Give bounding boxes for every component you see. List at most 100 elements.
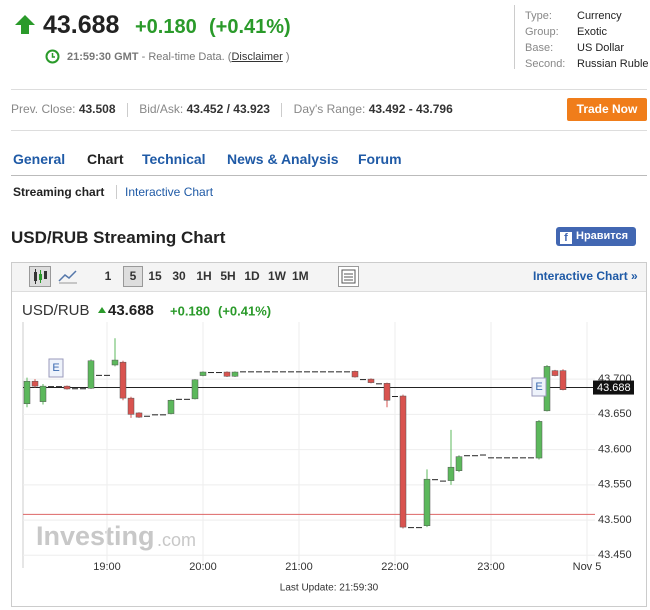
tab[interactable]: Technical	[142, 151, 206, 167]
candle-body	[344, 371, 350, 373]
tab[interactable]: Forum	[358, 151, 402, 167]
x-tick-label: 19:00	[93, 561, 121, 573]
candle-body	[208, 372, 214, 374]
candle-body	[191, 379, 199, 400]
range: 43.492 - 43.796	[368, 102, 453, 116]
interval[interactable]: 1	[104, 269, 112, 283]
info-label: Second:	[525, 58, 566, 70]
x-tick-label: 23:00	[477, 561, 505, 573]
candle-body	[48, 386, 54, 388]
candle-body	[328, 371, 334, 373]
candle-body	[559, 370, 567, 390]
y-tick-label: 43.650	[598, 408, 632, 420]
info-value: Exotic	[577, 26, 607, 38]
candle-body	[223, 371, 231, 377]
candle-body	[39, 385, 47, 402]
interval[interactable]: 1M	[292, 269, 309, 283]
candle-body	[80, 388, 86, 390]
candle-body	[504, 457, 510, 459]
info-label: Type:	[525, 10, 552, 22]
like-text: Нравится	[576, 230, 629, 242]
up-triangle	[98, 307, 106, 313]
candle-body	[152, 414, 158, 416]
candle-body	[167, 399, 175, 414]
interval-active[interactable]: 5	[123, 266, 143, 287]
interval[interactable]: 15	[148, 269, 162, 283]
watermark-suffix: .com	[157, 530, 196, 550]
candle-body	[87, 360, 95, 389]
y-tick-label: 43.500	[598, 514, 632, 526]
candle-body	[336, 371, 342, 373]
last-price-label: 43.688	[597, 382, 631, 394]
subtab-active[interactable]: Streaming chart	[13, 185, 105, 199]
candle-body	[496, 457, 502, 459]
clock-icon	[45, 49, 60, 64]
chart-last: 43.688	[108, 302, 154, 319]
candle-body	[535, 421, 543, 459]
candle-body	[480, 454, 486, 456]
divider	[11, 175, 647, 176]
up-arrow	[15, 15, 35, 34]
candle-body	[360, 379, 366, 381]
bid-ask-label: Bid/Ask:	[139, 102, 184, 116]
quote-bar: Prev. Close: 43.508 Bid/Ask: 43.452 / 43…	[11, 102, 453, 117]
candle-body	[216, 372, 222, 374]
trade-button[interactable]: Trade Now	[567, 98, 647, 121]
like-button[interactable]: f Нравится	[556, 227, 636, 246]
toolbar	[12, 263, 646, 292]
candle-body	[72, 388, 78, 390]
interval[interactable]: 1H	[196, 269, 212, 283]
section-title: USD/RUB Streaming Chart	[11, 228, 226, 247]
range-label: Day's Range:	[293, 102, 366, 116]
divider	[11, 89, 647, 90]
candle-body	[119, 361, 127, 399]
prev-close-label: Prev. Close:	[11, 102, 76, 116]
interval[interactable]: 1W	[268, 269, 286, 283]
settings-button[interactable]	[338, 266, 359, 287]
candle-body	[464, 455, 470, 457]
candle-body	[304, 371, 310, 373]
change-pct: (+0.41%)	[209, 16, 291, 38]
candle-body	[440, 480, 446, 482]
candle-body	[455, 456, 463, 471]
bid-ask: 43.452 / 43.923	[186, 102, 270, 116]
interval[interactable]: 1D	[244, 269, 260, 283]
candle-body	[392, 396, 398, 398]
line-type-button[interactable]	[57, 266, 79, 287]
info-values: Currency Exotic US Dollar Russian Ruble	[577, 8, 649, 72]
candle-body	[104, 374, 110, 376]
tab[interactable]: General	[13, 151, 66, 167]
candle-body	[184, 398, 190, 400]
tab[interactable]: News & Analysis	[227, 151, 339, 167]
candle-body	[312, 371, 318, 373]
disclaimer-link[interactable]: Disclaimer	[231, 51, 283, 63]
info-label: Base:	[525, 42, 554, 54]
candle-body	[408, 527, 414, 529]
candle-body	[528, 457, 534, 459]
subtab[interactable]: Interactive Chart	[125, 185, 214, 199]
interval[interactable]: 30	[172, 269, 186, 283]
x-tick-label: 22:00	[381, 561, 409, 573]
last-update: Last Update: 21:59:30	[280, 583, 379, 594]
x-tick-label: 21:00	[285, 561, 313, 573]
info-value: Russian Ruble	[577, 58, 649, 70]
info-value: Currency	[577, 10, 622, 22]
interval[interactable]: 5H	[220, 269, 236, 283]
interactive-link[interactable]: Interactive Chart »	[533, 269, 638, 283]
candle-body	[296, 371, 302, 373]
price: 43.688	[43, 11, 120, 39]
y-tick-label: 43.600	[598, 443, 632, 455]
y-tick-label: 43.550	[598, 479, 632, 491]
info-label: Group:	[525, 26, 559, 38]
y-tick-label: 43.450	[598, 549, 632, 561]
candle-body	[31, 380, 39, 387]
chart-change-pct: (+0.41%)	[218, 303, 271, 318]
candle-type-button[interactable]	[29, 266, 51, 287]
tab-active[interactable]: Chart	[87, 151, 124, 167]
realtime-note: - Real-time Data. (	[141, 51, 232, 63]
candle-body	[248, 371, 254, 373]
chart-box	[11, 262, 647, 607]
divider	[11, 130, 647, 131]
